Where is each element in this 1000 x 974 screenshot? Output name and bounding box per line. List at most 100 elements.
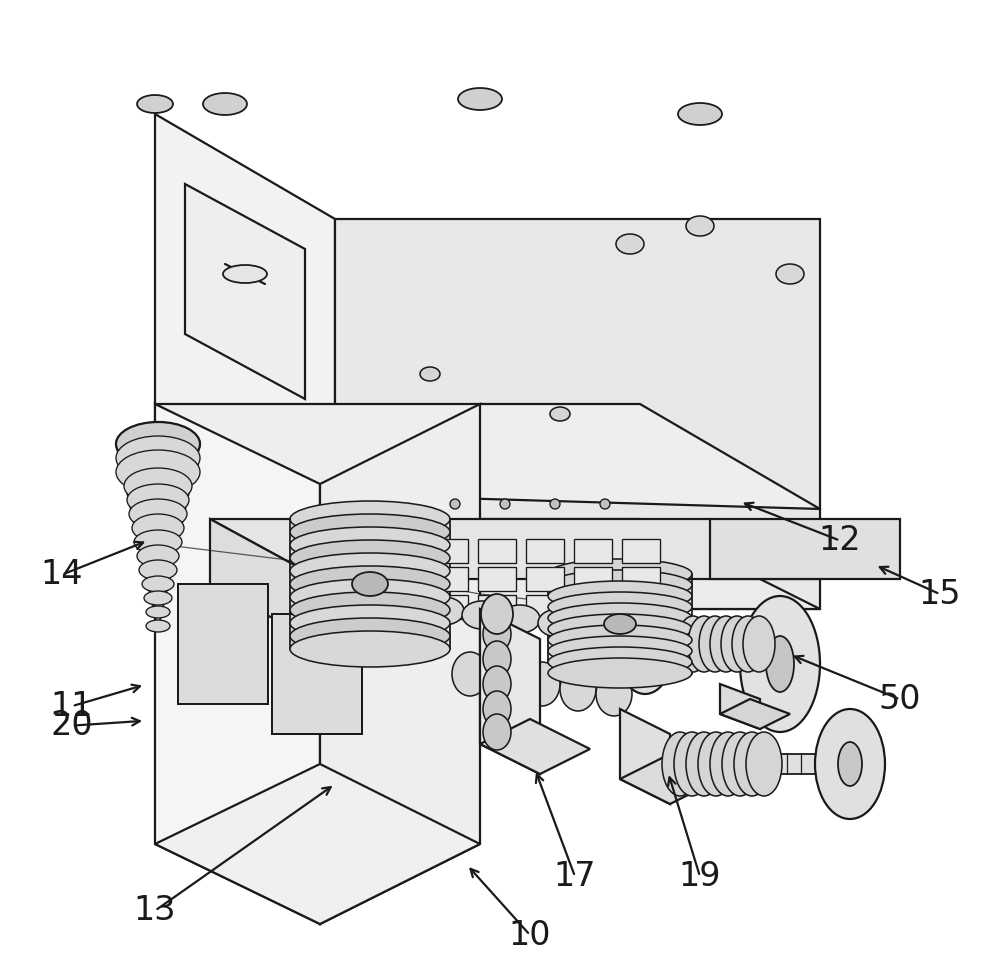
Ellipse shape xyxy=(290,501,450,537)
Ellipse shape xyxy=(548,592,692,622)
Ellipse shape xyxy=(500,499,510,509)
Polygon shape xyxy=(622,567,660,591)
Ellipse shape xyxy=(116,422,200,466)
Ellipse shape xyxy=(116,450,200,494)
Ellipse shape xyxy=(500,605,540,633)
Ellipse shape xyxy=(524,662,560,706)
Ellipse shape xyxy=(548,658,692,688)
Ellipse shape xyxy=(290,605,450,641)
Text: 13: 13 xyxy=(134,894,176,927)
Ellipse shape xyxy=(710,616,742,672)
Ellipse shape xyxy=(124,468,192,504)
Polygon shape xyxy=(478,567,516,591)
Ellipse shape xyxy=(483,714,511,750)
Ellipse shape xyxy=(290,631,450,667)
Ellipse shape xyxy=(677,616,709,672)
Ellipse shape xyxy=(746,732,782,796)
Ellipse shape xyxy=(127,484,189,516)
Polygon shape xyxy=(430,595,468,619)
Text: 50: 50 xyxy=(879,683,921,716)
Ellipse shape xyxy=(488,657,524,701)
Ellipse shape xyxy=(686,732,722,796)
Ellipse shape xyxy=(310,585,350,613)
Text: 12: 12 xyxy=(819,524,861,557)
Ellipse shape xyxy=(132,514,184,542)
Ellipse shape xyxy=(710,732,746,796)
Polygon shape xyxy=(620,709,670,804)
Polygon shape xyxy=(210,519,320,644)
Ellipse shape xyxy=(452,652,488,696)
Ellipse shape xyxy=(604,614,636,634)
Ellipse shape xyxy=(777,535,803,553)
Text: 15: 15 xyxy=(919,578,961,611)
Ellipse shape xyxy=(614,617,654,645)
Ellipse shape xyxy=(483,641,511,677)
Ellipse shape xyxy=(290,527,450,563)
Ellipse shape xyxy=(223,265,267,283)
Polygon shape xyxy=(155,764,480,924)
Text: 10: 10 xyxy=(509,918,551,952)
Polygon shape xyxy=(430,567,468,591)
Ellipse shape xyxy=(146,606,170,618)
Ellipse shape xyxy=(743,616,775,672)
Ellipse shape xyxy=(483,616,511,652)
Polygon shape xyxy=(480,719,590,774)
Ellipse shape xyxy=(137,95,173,113)
Ellipse shape xyxy=(550,499,560,509)
Polygon shape xyxy=(210,519,820,579)
Polygon shape xyxy=(320,404,480,924)
Polygon shape xyxy=(155,519,820,609)
Polygon shape xyxy=(720,699,790,729)
Ellipse shape xyxy=(734,732,770,796)
Ellipse shape xyxy=(600,499,610,509)
Ellipse shape xyxy=(678,103,722,125)
Ellipse shape xyxy=(596,672,632,716)
Polygon shape xyxy=(574,595,612,619)
Ellipse shape xyxy=(548,559,692,589)
Polygon shape xyxy=(155,404,320,609)
Polygon shape xyxy=(710,519,900,579)
Ellipse shape xyxy=(483,666,511,702)
Ellipse shape xyxy=(616,234,644,254)
Polygon shape xyxy=(526,595,564,619)
Ellipse shape xyxy=(666,616,698,672)
Polygon shape xyxy=(155,404,320,924)
Polygon shape xyxy=(620,754,720,804)
Polygon shape xyxy=(720,684,760,729)
Text: 19: 19 xyxy=(679,860,721,893)
Polygon shape xyxy=(272,614,362,734)
Ellipse shape xyxy=(740,596,820,732)
Ellipse shape xyxy=(655,616,687,672)
Polygon shape xyxy=(185,184,305,399)
Polygon shape xyxy=(670,754,820,774)
Ellipse shape xyxy=(732,616,764,672)
Polygon shape xyxy=(574,567,612,591)
Text: 14: 14 xyxy=(41,558,83,591)
Ellipse shape xyxy=(146,620,170,632)
Ellipse shape xyxy=(698,732,734,796)
Ellipse shape xyxy=(352,572,388,596)
Ellipse shape xyxy=(424,597,464,625)
Ellipse shape xyxy=(290,592,450,628)
Ellipse shape xyxy=(548,647,692,677)
Ellipse shape xyxy=(699,616,731,672)
Polygon shape xyxy=(622,595,660,619)
Ellipse shape xyxy=(290,514,450,550)
Polygon shape xyxy=(480,609,540,774)
Ellipse shape xyxy=(722,732,758,796)
Polygon shape xyxy=(320,494,820,609)
Ellipse shape xyxy=(290,553,450,589)
Polygon shape xyxy=(622,539,660,563)
Polygon shape xyxy=(478,595,516,619)
Text: 17: 17 xyxy=(554,860,596,893)
Ellipse shape xyxy=(134,530,182,554)
Ellipse shape xyxy=(550,407,570,421)
Ellipse shape xyxy=(644,616,676,672)
Ellipse shape xyxy=(129,499,187,529)
Ellipse shape xyxy=(481,594,513,634)
Ellipse shape xyxy=(450,499,460,509)
Ellipse shape xyxy=(615,594,675,694)
Ellipse shape xyxy=(420,367,440,381)
Ellipse shape xyxy=(766,636,794,692)
Polygon shape xyxy=(430,539,468,563)
